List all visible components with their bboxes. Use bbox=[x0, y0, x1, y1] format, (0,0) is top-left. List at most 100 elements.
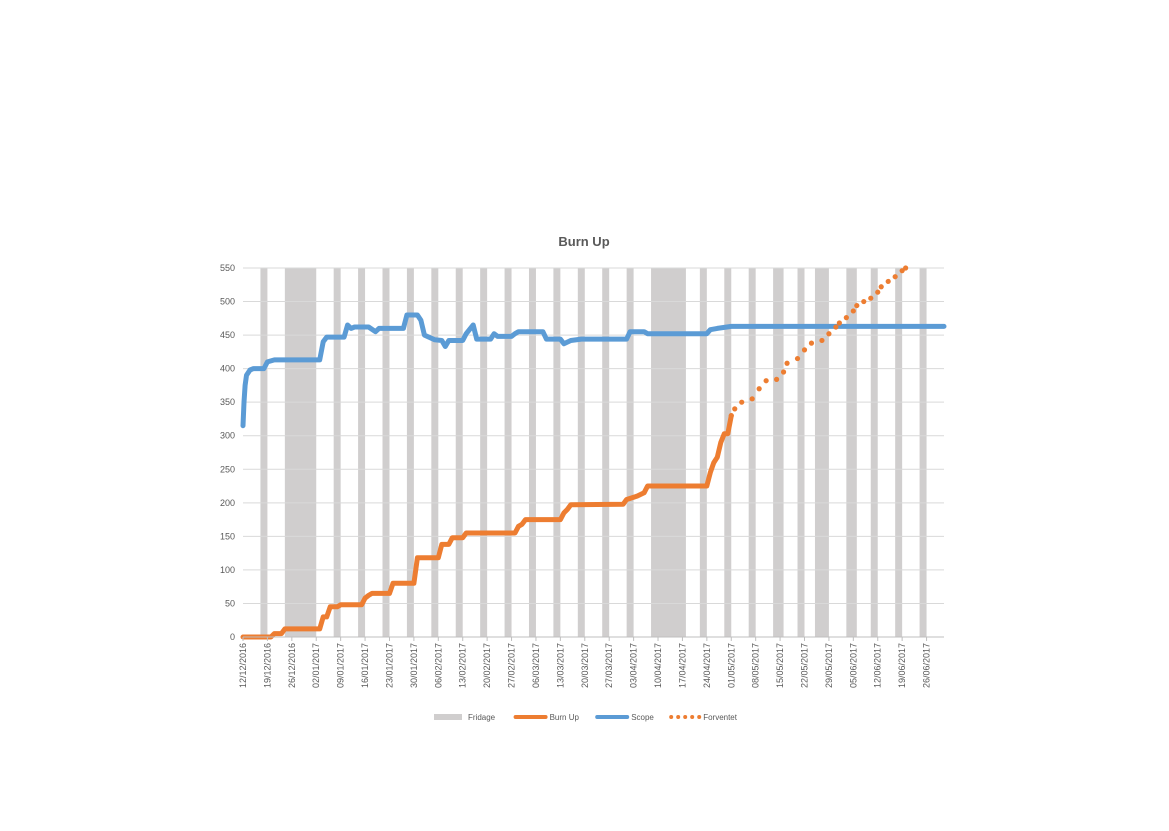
legend-item-scope: Scope bbox=[595, 713, 654, 722]
legend: Fridage Burn Up Scope Forventet bbox=[434, 713, 738, 722]
x-tick-label: 06/02/2017 bbox=[433, 643, 443, 688]
forventet-point bbox=[773, 376, 780, 382]
y-tick-label: 450 bbox=[220, 330, 235, 340]
forventet-point bbox=[875, 289, 881, 295]
y-tick-label: 550 bbox=[220, 263, 235, 273]
series-lines bbox=[240, 265, 947, 640]
forventet-point bbox=[749, 396, 755, 402]
legend-swatch bbox=[434, 714, 462, 720]
x-tick-label: 02/01/2017 bbox=[311, 643, 321, 688]
fridage-band bbox=[846, 268, 857, 637]
fridage-band bbox=[455, 268, 463, 637]
x-tick-label: 13/02/2017 bbox=[458, 643, 468, 688]
forventet-point bbox=[780, 369, 787, 375]
x-tick-label: 17/04/2017 bbox=[677, 643, 687, 688]
legend-label: Scope bbox=[631, 713, 654, 722]
x-tick-label: 20/02/2017 bbox=[482, 643, 492, 688]
legend-swatch-dot bbox=[676, 715, 681, 719]
x-tick-label: 19/06/2017 bbox=[897, 643, 907, 688]
x-tick-label: 29/05/2017 bbox=[824, 643, 834, 688]
forventet-point bbox=[836, 320, 842, 326]
fridage-band bbox=[577, 268, 585, 637]
fridage-band bbox=[895, 268, 903, 637]
y-tick-label: 300 bbox=[220, 431, 235, 441]
fridage-band bbox=[773, 268, 784, 637]
y-tick-label: 400 bbox=[220, 364, 235, 374]
forventet-point bbox=[903, 265, 909, 271]
x-tick-label: 06/03/2017 bbox=[531, 643, 541, 688]
y-tick-label: 500 bbox=[220, 297, 235, 307]
series-line-burn-up bbox=[240, 413, 734, 640]
fridage-band bbox=[814, 268, 829, 637]
x-tick-label: 19/12/2016 bbox=[262, 643, 272, 688]
x-tick-label: 09/01/2017 bbox=[336, 643, 346, 688]
forventet-point bbox=[819, 337, 825, 344]
forventet-point bbox=[833, 324, 839, 330]
x-tick-label: 08/05/2017 bbox=[751, 643, 761, 688]
chart-title: Burn Up bbox=[558, 234, 609, 249]
forventet-point bbox=[885, 278, 891, 285]
legend-swatch-dot bbox=[690, 715, 695, 719]
forventet-point bbox=[784, 360, 790, 366]
y-tick-label: 50 bbox=[225, 598, 235, 608]
legend-label: Burn Up bbox=[550, 713, 580, 722]
forventet-point bbox=[728, 413, 734, 419]
fridage-band bbox=[528, 268, 536, 637]
fridage-band bbox=[651, 268, 686, 637]
x-tick-label: 10/04/2017 bbox=[653, 643, 663, 688]
forventet-point bbox=[763, 378, 769, 384]
fridage-band bbox=[748, 268, 756, 637]
legend-item-forventet: Forventet bbox=[669, 713, 738, 722]
forventet-point bbox=[756, 386, 762, 392]
x-axis: 12/12/2016 19/12/2016 26/12/2016 02/01/2017… bbox=[238, 636, 944, 688]
y-tick-label: 350 bbox=[220, 397, 235, 407]
legend-swatch-dot bbox=[697, 715, 702, 719]
fridage-bands bbox=[260, 268, 927, 637]
x-tick-label: 27/02/2017 bbox=[507, 643, 517, 688]
fridage-band bbox=[382, 268, 390, 637]
series-line-scope bbox=[240, 312, 947, 429]
x-tick-label: 20/03/2017 bbox=[580, 643, 590, 688]
legend-label: Fridage bbox=[468, 713, 496, 722]
fridage-band bbox=[333, 268, 341, 637]
x-tick-label: 15/05/2017 bbox=[775, 643, 785, 688]
fridage-band bbox=[870, 268, 878, 637]
forventet-point bbox=[826, 331, 832, 337]
forventet-point bbox=[739, 399, 745, 405]
forventet-point bbox=[801, 347, 808, 353]
fridage-band bbox=[602, 268, 610, 637]
x-tick-label: 24/04/2017 bbox=[702, 643, 712, 688]
fridage-band bbox=[431, 268, 439, 637]
forventet-point bbox=[794, 355, 801, 362]
x-tick-label: 26/06/2017 bbox=[922, 643, 932, 688]
y-tick-label: 150 bbox=[220, 531, 235, 541]
legend-swatch-dot bbox=[669, 715, 674, 719]
x-tick-label: 05/06/2017 bbox=[848, 643, 858, 688]
forventet-point bbox=[868, 295, 874, 301]
fridage-band bbox=[284, 268, 317, 637]
x-tick-label: 13/03/2017 bbox=[555, 643, 565, 688]
x-tick-label: 22/05/2017 bbox=[799, 643, 809, 688]
forventet-point bbox=[732, 406, 738, 412]
y-tick-label: 200 bbox=[220, 498, 235, 508]
legend-item-burn-up: Burn Up bbox=[513, 713, 580, 722]
fridage-band bbox=[406, 268, 414, 637]
fridage-band bbox=[504, 268, 512, 637]
legend-label: Forventet bbox=[703, 713, 738, 722]
fridage-band bbox=[358, 268, 366, 637]
x-tick-label: 01/05/2017 bbox=[726, 643, 736, 688]
y-tick-label: 0 bbox=[230, 632, 235, 642]
x-tick-label: 30/01/2017 bbox=[409, 643, 419, 688]
x-tick-label: 27/03/2017 bbox=[604, 643, 614, 688]
fridage-band bbox=[260, 268, 268, 637]
forventet-point bbox=[808, 340, 815, 346]
x-tick-label: 12/06/2017 bbox=[873, 643, 883, 688]
x-tick-label: 16/01/2017 bbox=[360, 643, 370, 688]
fridage-band bbox=[699, 268, 707, 637]
x-tick-label: 12/12/2016 bbox=[238, 643, 248, 688]
fridage-band bbox=[724, 268, 732, 637]
fridage-band bbox=[553, 268, 561, 637]
forventet-point bbox=[850, 308, 856, 314]
fridage-band bbox=[626, 268, 634, 637]
